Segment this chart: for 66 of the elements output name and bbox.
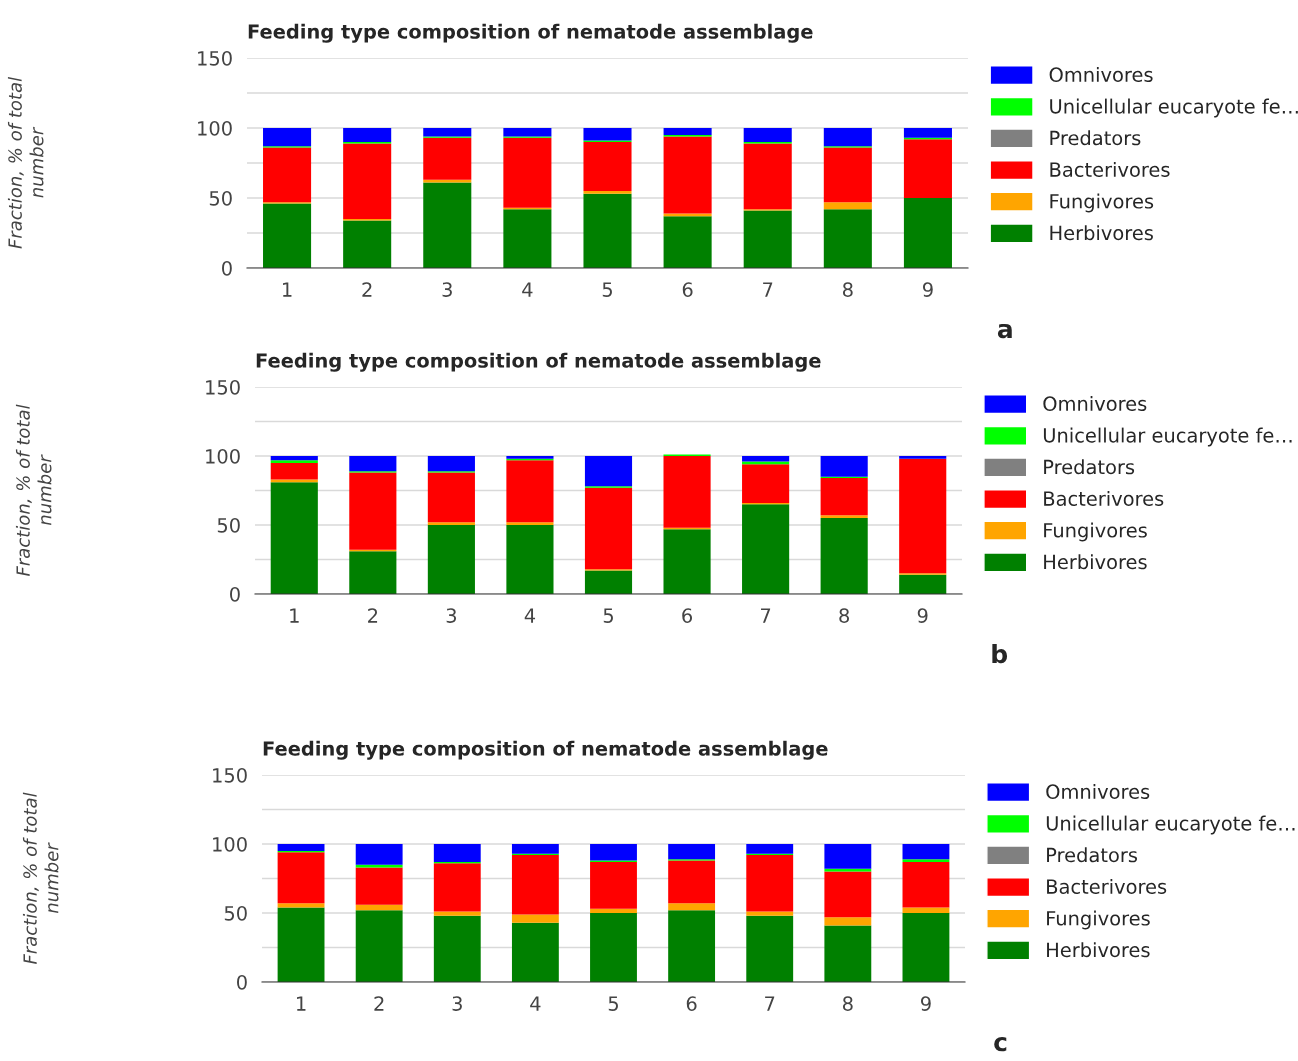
- legend-label: Bacterivores: [1044, 490, 1164, 506]
- legend-label: Bacterivores: [1047, 878, 1167, 894]
- legend-label: Fungivores: [1047, 910, 1150, 930]
- legend-label: Predators: [1044, 459, 1135, 475]
- y-tick-label: 150: [206, 379, 240, 395]
- y-axis-title: Fraction, % of total number: [7, 76, 44, 249]
- y-tick-label: 100: [206, 448, 240, 464]
- legend-label: Omnivores: [1043, 395, 1147, 411]
- x-tick-label: 7: [765, 996, 775, 1011]
- x-tick-label: 1: [297, 996, 306, 1011]
- chart-title: Feeding type composition of nematode assemblage: [263, 740, 828, 760]
- x-tick-label: 8: [842, 282, 853, 297]
- y-tick-label: 0: [222, 260, 232, 276]
- text: a: [997, 323, 1012, 339]
- x-tick-label: 2: [362, 282, 372, 297]
- y-tick-label: 50: [224, 905, 247, 921]
- chart-title: Feeding type composition of nematode assemblage: [248, 23, 813, 43]
- y-tick-label: 0: [230, 586, 240, 602]
- x-tick-label: 1: [290, 608, 299, 623]
- x-tick-label: 5: [608, 996, 618, 1011]
- legend-label: Herbivores: [1044, 554, 1147, 570]
- y-tick-label: 50: [209, 190, 232, 206]
- x-tick-label: 9: [922, 282, 933, 297]
- text: c: [994, 1037, 1007, 1052]
- legend-label: Predators: [1050, 130, 1141, 146]
- x-tick-label: 4: [530, 996, 541, 1011]
- x-tick-label: 8: [839, 608, 850, 623]
- legend-label: Fungivores: [1050, 193, 1154, 213]
- x-tick-label: 4: [524, 608, 536, 623]
- legend-label: Omnivores: [1046, 783, 1150, 799]
- x-tick-label: 5: [602, 282, 612, 297]
- x-tick-label: 3: [446, 608, 457, 623]
- text: b: [992, 644, 1008, 664]
- legend-label: Herbivores: [1050, 225, 1153, 241]
- x-tick-label: 3: [452, 996, 462, 1011]
- x-tick-label: 6: [682, 608, 693, 623]
- y-tick-label: 150: [198, 50, 232, 66]
- x-tick-label: 4: [522, 282, 533, 297]
- legend-label: Omnivores: [1049, 66, 1153, 82]
- y-tick-label: 50: [217, 517, 240, 533]
- chart-title: Feeding type composition of nematode assemblage: [256, 352, 821, 372]
- y-axis-title: Fraction, % of total number: [15, 404, 52, 577]
- y-tick-label: 100: [213, 836, 247, 852]
- x-tick-label: 6: [682, 282, 693, 297]
- y-tick-label: 150: [213, 767, 247, 783]
- x-tick-label: 7: [763, 282, 773, 297]
- legend-label: Fungivores: [1044, 522, 1147, 542]
- x-tick-label: 2: [368, 608, 378, 623]
- x-tick-label: 1: [283, 282, 292, 297]
- legend-label: Bacterivores: [1050, 161, 1170, 177]
- legend-label: Predators: [1047, 847, 1138, 863]
- x-tick-label: 9: [920, 996, 931, 1011]
- legend-label: Unicellular eucaryote fe…: [1046, 815, 1295, 835]
- x-tick-label: 8: [842, 996, 853, 1011]
- x-tick-label: 9: [917, 608, 928, 623]
- legend-label: Unicellular eucaryote fe…: [1043, 427, 1292, 447]
- legend-label: Unicellular eucaryote fe…: [1050, 98, 1298, 118]
- legend-label: Herbivores: [1047, 942, 1150, 958]
- y-tick-label: 0: [237, 974, 247, 990]
- x-tick-label: 6: [686, 996, 697, 1011]
- x-tick-label: 5: [603, 608, 613, 623]
- x-tick-label: 3: [442, 282, 452, 297]
- x-tick-label: 7: [761, 608, 771, 623]
- x-tick-label: 2: [374, 996, 384, 1011]
- y-axis-title: Fraction, % of total number: [22, 792, 59, 965]
- y-tick-label: 100: [198, 120, 232, 136]
